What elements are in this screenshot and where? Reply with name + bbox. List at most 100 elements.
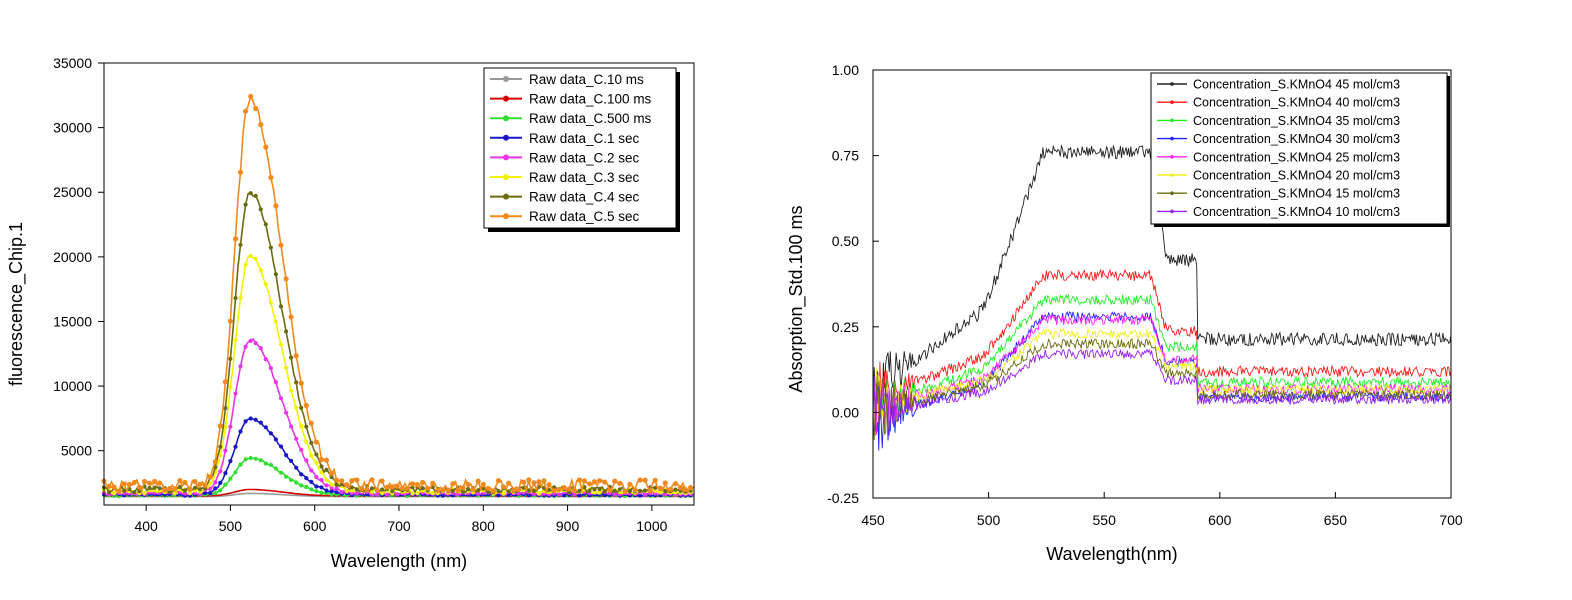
chart1-data-point [521,479,527,485]
chart1-data-point [228,356,233,361]
chart1-data-point [510,487,517,493]
chart1-data-point [248,253,253,258]
chart1-y-tick-label: 20000 [53,249,92,265]
chart1-data-point [122,488,127,493]
chart1-data-point [647,488,653,494]
chart1-y-tick-label: 15000 [53,313,92,329]
chart1-data-point [319,485,324,490]
chart1-data-point [622,488,628,494]
chart1-data-point [334,490,339,495]
chart1-data-point [637,477,643,483]
chart1-x-tick-label: 1000 [636,518,667,534]
chart1-data-point [136,484,142,490]
chart1-data-point [314,460,319,465]
chart1-data-point [319,477,324,483]
chart1-data-point [612,478,618,484]
chart1-data-point [268,431,273,436]
chart1-data-point [283,276,289,282]
chart1-data-point [526,493,531,498]
chart1-data-point [470,486,476,492]
chart1-legend-label: Raw data_C.10 ms [529,72,644,87]
chart1-data-point [298,380,304,386]
chart1-data-point [248,191,253,196]
chart1-data-point [602,489,607,494]
chart1-data-point [233,444,238,449]
chart1-series-line [103,254,694,495]
chart1-data-point [299,483,304,488]
chart1-data-point [308,420,314,426]
chart1-data-point [531,480,537,486]
chart1-data-point [435,487,441,494]
chart1-data-point [289,424,294,429]
chart1-data-point [364,487,370,493]
chart1-data-point [162,487,168,493]
chart1-data-point [536,491,542,496]
chart1-data-point [404,485,410,491]
chart1-data-point [410,491,415,496]
chart1-data-point [420,479,426,486]
chart1-data-point [329,492,334,497]
chart1-legend-label: Raw data_C.1 sec [529,131,640,146]
chart1-data-point [294,480,299,485]
chart1-data-point [425,485,431,491]
chart1-data-point [243,202,248,207]
chart2-legend-label: Concentration_S.KMnO4 15 mol/cm3 [1193,187,1400,201]
chart1-data-point [278,304,284,309]
chart2-plot-frame [872,69,1452,499]
chart1-data-point [187,491,193,496]
chart1-data-point [126,481,132,487]
chart1-data-point [329,489,334,494]
chart1-data-point [192,479,198,485]
chart1-data-point [263,425,268,430]
chart2-legend-box [1150,72,1448,225]
chart1-data-point [309,440,314,445]
chart1-data-point [202,482,208,488]
chart1-data-point [591,479,598,485]
chart1-data-point [561,484,567,491]
chart1-legend-marker [503,76,509,82]
chart2-x-tick-label: 700 [1439,512,1463,528]
chart1-data-point [258,268,263,273]
chart1-data-point [273,437,278,442]
chart2-y-tick-label: 0.75 [832,148,859,164]
chart1-data-point [152,478,158,484]
chart1-data-point [399,485,405,491]
chart1-data-point [349,488,354,493]
chart1-data-point [177,478,183,484]
chart1-data-point [223,406,228,411]
chart1-data-point [299,423,304,429]
chart2-legend: Concentration_S.KMnO4 45 mol/cm3 Concentr… [1150,72,1450,227]
chart2-series-line [872,337,1452,441]
chart1-data-point [218,453,223,458]
chart1-data-point [475,478,481,484]
chart1-data-point [263,282,268,287]
chart2-legend-label: Concentration_S.KMnO4 45 mol/cm3 [1193,78,1400,92]
chart1-data-point [309,453,314,458]
chart1-y-tick-label: 25000 [53,184,92,200]
chart1-data-point [349,478,355,484]
chart1-data-point [653,485,658,490]
chart1-data-point [319,464,324,469]
chart1-data-point [263,461,268,466]
chart1-legend-marker [503,174,509,180]
chart1-data-point [207,474,213,480]
chart1-data-point [506,489,511,494]
chart1-data-point [526,477,532,483]
chart1-data-point [395,492,400,497]
chart1-data-point [228,459,233,464]
chart1-data-point [460,485,466,491]
chart1-data-point [147,485,152,491]
chart1-data-point [278,396,284,401]
chart1-data-point [480,481,486,487]
chart1-data-point [294,405,299,410]
chart1-data-point [516,491,521,496]
chart1-data-point [288,314,294,320]
chart1-data-point [369,489,375,495]
chart1-y-tick-label: 30000 [53,120,92,136]
chart1-data-point [309,468,314,473]
chart1-data-point [243,457,248,462]
chart1-data-point [243,344,248,349]
chart1-data-point [253,193,258,198]
chart1-data-point [233,470,238,475]
chart2-x-tick-label: 650 [1324,512,1348,528]
